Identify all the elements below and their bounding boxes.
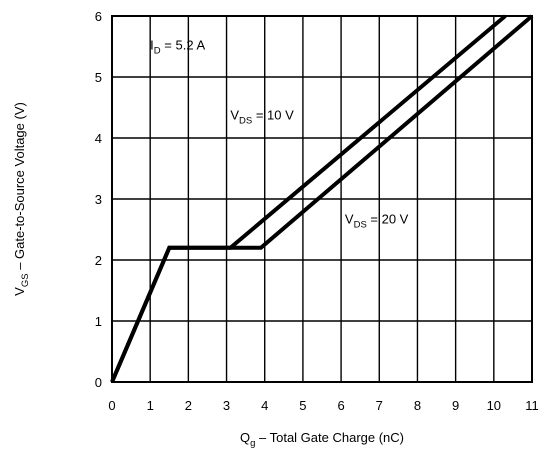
- x-tick-label: 11: [525, 398, 539, 413]
- y-axis-label: VGS – Gate-to-Source Voltage (V): [12, 102, 31, 296]
- plot-frame: [111, 15, 533, 383]
- y-tick-label: 4: [95, 131, 102, 146]
- annotation-id: ID = 5.2 A: [150, 38, 205, 57]
- y-tick-label: 2: [95, 253, 102, 268]
- x-tick-label: 10: [487, 398, 501, 413]
- y-tick-labels: 0 1 2 3 4 5 6: [95, 9, 102, 390]
- x-tick-label: 3: [223, 398, 230, 413]
- x-tick-label: 4: [261, 398, 268, 413]
- y-tick-label: 0: [95, 375, 102, 390]
- y-tick-label: 6: [95, 9, 102, 24]
- x-tick-labels: 0 1 2 3 4 5 6 7 8 9 10 11: [108, 398, 538, 413]
- grid-lines: [112, 16, 532, 382]
- x-tick-label: 8: [414, 398, 421, 413]
- x-tick-label: 2: [185, 398, 192, 413]
- x-tick-label: 0: [108, 398, 115, 413]
- y-tick-label: 5: [95, 70, 102, 85]
- annotation-vds20: VDS = 20 V: [345, 211, 409, 230]
- x-axis-label: Qg – Total Gate Charge (nC): [240, 430, 404, 449]
- annotations: ID = 5.2 A VDS = 10 V VDS = 20 V: [150, 38, 408, 231]
- y-tick-label: 1: [95, 314, 102, 329]
- x-tick-label: 7: [376, 398, 383, 413]
- x-tick-label: 5: [299, 398, 306, 413]
- x-tick-label: 1: [147, 398, 154, 413]
- y-tick-label: 3: [95, 192, 102, 207]
- series-lines: [110, 14, 534, 383]
- x-tick-label: 6: [337, 398, 344, 413]
- annotation-vds10: VDS = 10 V: [230, 108, 294, 127]
- x-tick-label: 9: [452, 398, 459, 413]
- series-line-2: [110, 14, 534, 383]
